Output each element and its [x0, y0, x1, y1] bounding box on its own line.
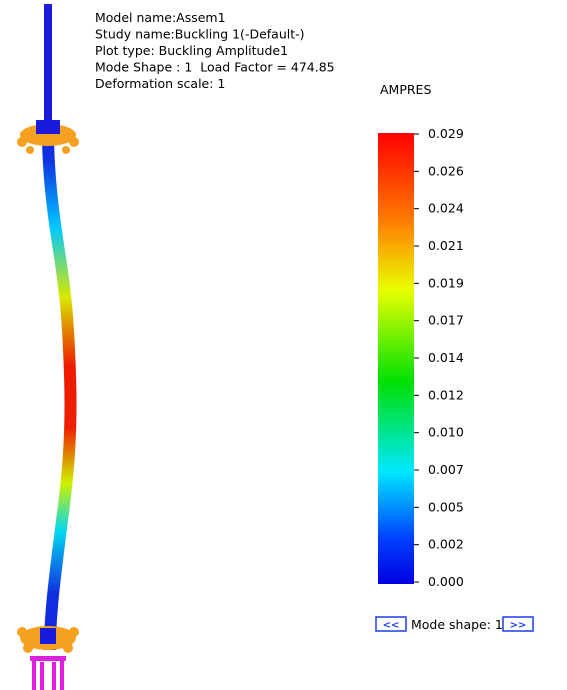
legend-label: 0.014	[428, 350, 464, 365]
legend-label: 0.000	[428, 574, 464, 589]
legend-label: 0.002	[428, 537, 464, 552]
legend-label: 0.012	[428, 387, 464, 402]
model	[17, 4, 79, 690]
legend-label: 0.029	[428, 126, 464, 141]
mode-label: Mode shape: 1	[411, 617, 503, 632]
next-button[interactable]: >>	[503, 617, 533, 631]
supports	[30, 656, 66, 690]
legend-label: 0.007	[428, 462, 464, 477]
plot-info: Model name:Assem1 Study name:Buckling 1(-…	[95, 10, 335, 91]
legend-label: 0.017	[428, 313, 464, 328]
legend-label: 0.010	[428, 425, 464, 440]
next-label[interactable]: >>	[510, 620, 527, 631]
legend-label: 0.019	[428, 275, 464, 290]
info-line: Mode Shape : 1 Load Factor = 474.85	[95, 60, 335, 75]
prev-label[interactable]: <<	[383, 620, 400, 631]
plot-view: Model name:Assem1 Study name:Buckling 1(-…	[0, 0, 567, 690]
prev-button[interactable]: <<	[376, 617, 406, 631]
rod-top	[44, 4, 52, 129]
fixture-bottom	[17, 626, 79, 653]
info-line: Plot type: Buckling Amplitude1	[95, 43, 288, 58]
info-line: Model name:Assem1	[95, 10, 226, 25]
legend-label: 0.021	[428, 238, 464, 253]
color-bar	[378, 133, 414, 584]
legend-label: 0.005	[428, 499, 464, 514]
mode-navigation: << Mode shape: 1 >>	[376, 617, 533, 632]
legend-label: 0.026	[428, 163, 464, 178]
info-line: Study name:Buckling 1(-Default-)	[95, 27, 305, 42]
legend-label: 0.024	[428, 201, 464, 216]
beam	[42, 140, 76, 650]
legend-scale: 0.029 0.026 0.024 0.021 0.019 0.017 0.014 0.012…	[414, 126, 464, 589]
page: Model name:Assem1 Study name:Buckling 1(-…	[0, 0, 567, 690]
legend-title: AMPRES	[380, 82, 431, 97]
info-line: Deformation scale: 1	[95, 76, 225, 91]
